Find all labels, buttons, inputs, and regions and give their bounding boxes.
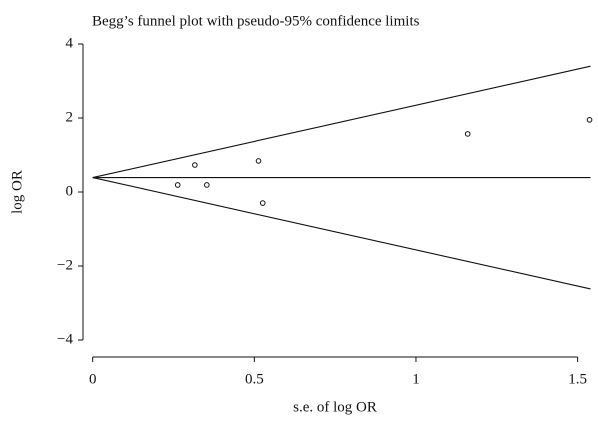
study-point	[586, 117, 593, 123]
y-tick-label: 2	[66, 109, 74, 125]
study-point	[204, 182, 210, 188]
study-point	[255, 158, 262, 164]
y-axis-label: log OR	[9, 170, 25, 214]
y-tick-label: 4	[66, 35, 74, 51]
y-tick-label: 0	[66, 183, 74, 199]
x-tick-label: 0.5	[245, 371, 264, 387]
x-tick-label: 1.5	[568, 371, 587, 387]
study-point	[192, 162, 198, 168]
y-tick-label: −2	[57, 257, 73, 273]
x-axis-label: s.e. of log OR	[293, 399, 377, 415]
y-tick-label: −4	[57, 331, 73, 347]
study-point	[259, 200, 266, 206]
limit-line	[92, 177, 591, 290]
limit-line	[92, 65, 591, 179]
x-tick-label: 0	[89, 371, 97, 387]
x-tick-label: 1	[412, 371, 420, 387]
study-point	[174, 182, 181, 188]
study-point	[464, 131, 471, 137]
chart-title: Begg’s funnel plot with pseudo-95% confi…	[92, 13, 420, 29]
